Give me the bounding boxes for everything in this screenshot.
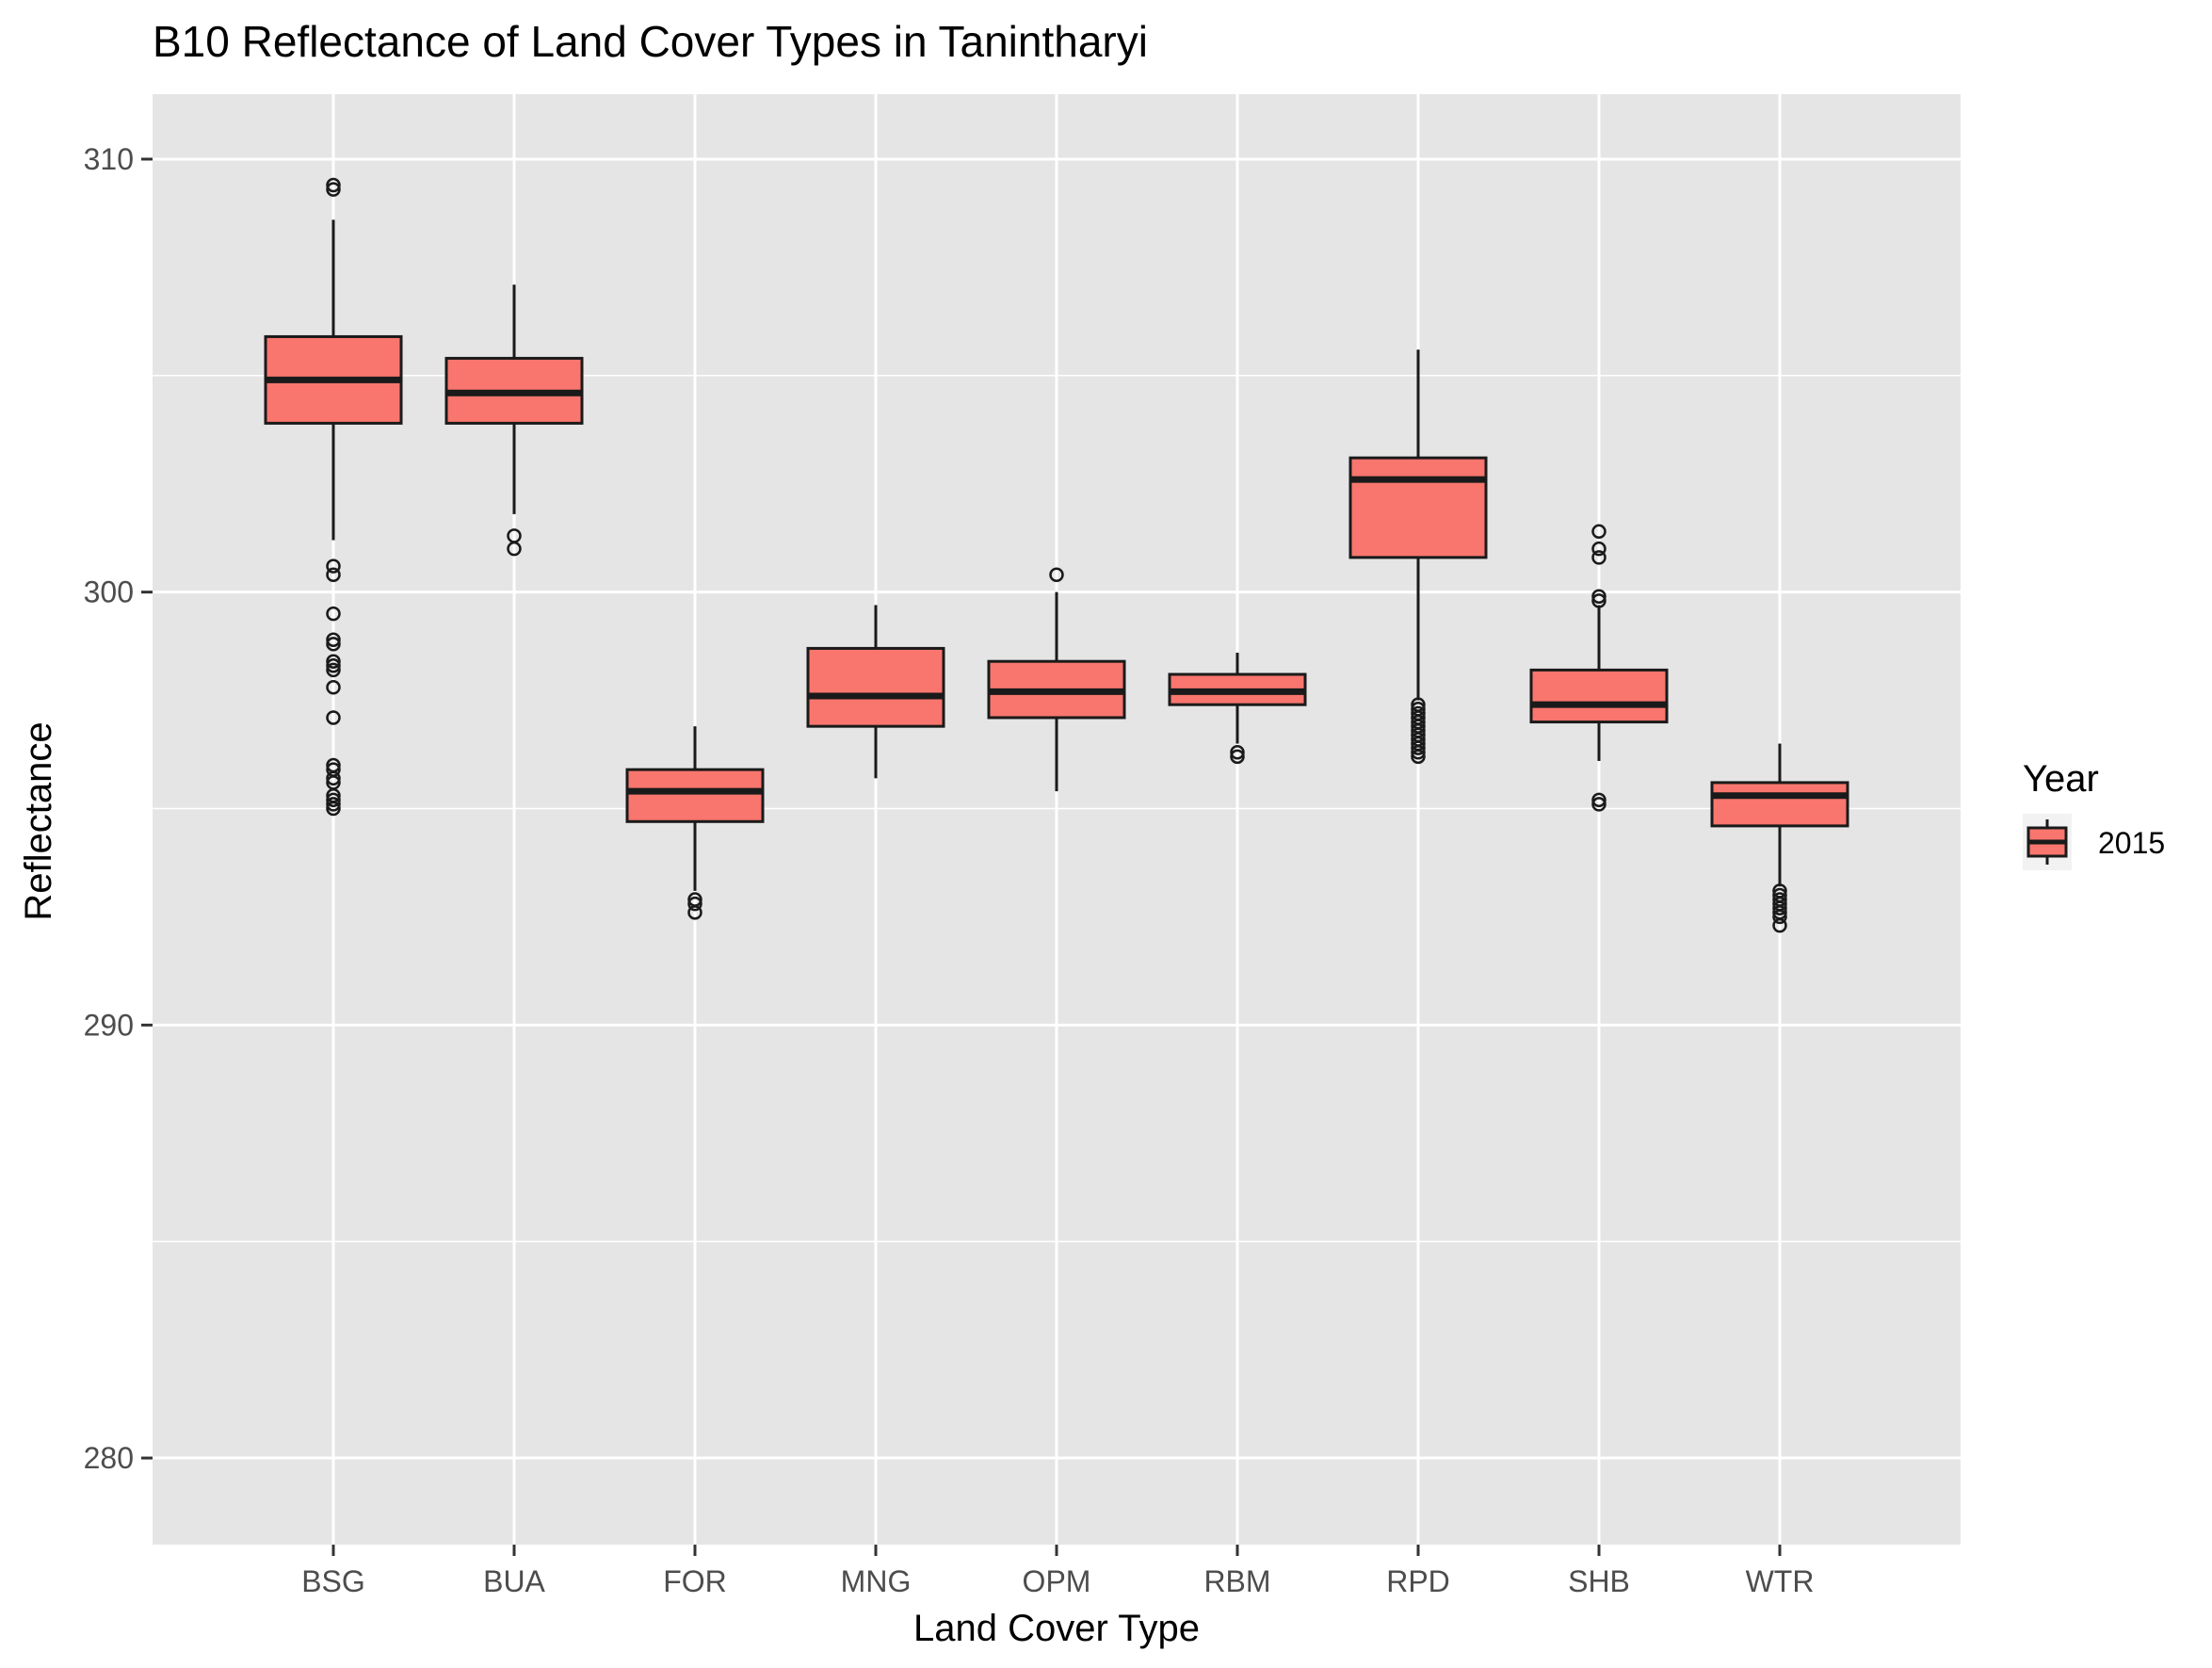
box-bsg [264, 177, 403, 817]
y-tick-label: 310 [84, 142, 134, 176]
box-series-2015 [264, 177, 1849, 933]
outlier-point [1772, 909, 1787, 925]
outlier-point [1049, 567, 1064, 583]
outlier-point [1591, 792, 1607, 808]
outlier-point [326, 606, 341, 622]
iqr-box [625, 768, 765, 823]
outlier-point [1772, 900, 1787, 915]
box-shb [1529, 524, 1669, 812]
outlier-point [1591, 797, 1607, 812]
y-axis: 280 290 300 310 [84, 142, 153, 1475]
outlier-point [1230, 749, 1245, 765]
y-tick-label: 280 [84, 1441, 134, 1475]
outlier-point [1591, 589, 1607, 605]
outlier-point [326, 654, 341, 669]
box-opm [987, 567, 1126, 792]
box-for [625, 726, 765, 920]
outlier-point [326, 797, 341, 812]
legend-title: Year [2023, 758, 2099, 800]
legend-label-2015: 2015 [2098, 826, 2165, 860]
box-rpd [1348, 349, 1488, 765]
outlier-point [326, 637, 341, 652]
x-tick-label-rbm: RBM [1203, 1564, 1270, 1598]
x-axis-title: Land Cover Type [913, 1608, 1200, 1649]
iqr-box [806, 646, 945, 728]
x-tick-label-opm: OPM [1023, 1564, 1091, 1598]
iqr-box [1529, 668, 1669, 724]
outlier-point [326, 792, 341, 808]
outlier-point [326, 662, 341, 678]
outlier-point [326, 770, 341, 786]
x-tick-label-mng: MNG [841, 1564, 912, 1598]
x-axis: BSG BUA FOR MNG OPM RBM RPD SHB WTR [301, 1545, 1814, 1598]
outlier-point [326, 801, 341, 817]
box-wtr [1710, 743, 1849, 933]
x-tick-label-shb: SHB [1568, 1564, 1630, 1598]
outlier-point [326, 710, 341, 725]
outlier-point [687, 896, 702, 912]
y-axis-title: Reflectance [18, 721, 59, 920]
legend-key-box [2026, 819, 2068, 865]
legend: Year 2015 [2023, 758, 2165, 870]
iqr-box [1710, 781, 1849, 828]
outlier-point [1411, 744, 1426, 760]
box-mng [806, 605, 945, 779]
outlier-point [1772, 917, 1787, 933]
outlier-point [326, 658, 341, 673]
outlier-point [326, 559, 341, 574]
y-tick-label: 300 [84, 575, 134, 609]
outlier-point [1591, 541, 1607, 557]
outlier-point [326, 177, 341, 193]
outlier-point [1591, 550, 1607, 565]
outlier-point [1591, 524, 1607, 540]
outlier-point [507, 541, 522, 557]
box-bua [444, 284, 584, 557]
outlier-point [326, 182, 341, 197]
chart-title: B10 Reflectance of Land Cover Types in T… [153, 17, 1148, 66]
x-tick-label-rpd: RPD [1386, 1564, 1450, 1598]
outlier-point [1411, 740, 1426, 755]
outlier-point [687, 905, 702, 920]
iqr-box [1348, 456, 1488, 559]
outlier-point [326, 680, 341, 695]
outlier-point [1411, 749, 1426, 765]
x-tick-label-for: FOR [663, 1564, 727, 1598]
outlier-point [1230, 744, 1245, 760]
x-tick-label-bsg: BSG [301, 1564, 365, 1598]
outlier-point [326, 567, 341, 583]
box-rbm [1168, 653, 1307, 765]
x-tick-label-wtr: WTR [1746, 1564, 1815, 1598]
x-tick-label-bua: BUA [483, 1564, 545, 1598]
y-tick-label: 290 [84, 1008, 134, 1042]
outlier-point [1591, 593, 1607, 608]
outlier-point [326, 632, 341, 647]
